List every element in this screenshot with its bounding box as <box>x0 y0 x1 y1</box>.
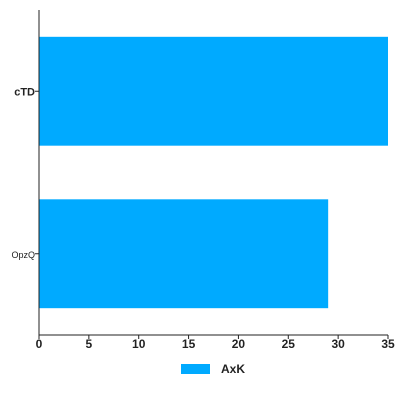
x-tick-label: 20 <box>232 337 246 351</box>
y-category-label: cTD <box>14 86 35 98</box>
bars-layer <box>39 36 388 309</box>
x-tick-label: 25 <box>282 337 296 351</box>
x-tick-label: 0 <box>36 337 43 351</box>
legend-swatch <box>181 364 210 374</box>
bar-cTD <box>39 36 388 146</box>
x-tick-label: 30 <box>331 337 345 351</box>
bar-OpzQ <box>39 199 329 309</box>
x-axis-ticks: 0 5 10 15 20 25 30 35 <box>36 335 395 351</box>
x-tick-label: 5 <box>86 337 93 351</box>
legend-label: AxK <box>221 362 245 376</box>
y-category-label: OpzQ <box>11 250 35 260</box>
legend: AxK <box>181 362 245 376</box>
x-tick-label: 15 <box>182 337 196 351</box>
x-tick-label: 35 <box>381 337 395 351</box>
x-tick-label: 10 <box>132 337 146 351</box>
y-axis-category-labels: cTD OpzQ <box>11 86 39 260</box>
axes-layer <box>38 10 388 336</box>
